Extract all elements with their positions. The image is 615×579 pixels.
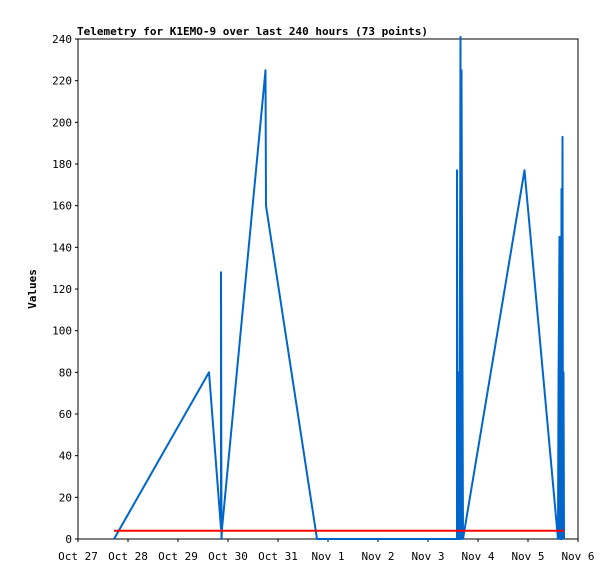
y-axis-label: Values <box>26 269 39 309</box>
y-axis: 0 20 40 60 80 100 120 140 160 180 200 220 240 <box>52 33 78 546</box>
y-tick-label: 100 <box>52 325 72 338</box>
y-tick-label: 0 <box>65 533 72 546</box>
y-tick-label: 140 <box>52 241 72 254</box>
x-tick-label: Nov 3 <box>411 550 444 563</box>
x-axis: Oct 27 Oct 28 Oct 29 Oct 30 Oct 31 Nov 1 Nov 2… <box>58 539 595 563</box>
x-tick-label: Oct 30 <box>208 550 248 563</box>
y-tick-label: 200 <box>52 116 72 129</box>
y-tick-label: 120 <box>52 283 72 296</box>
x-tick-label: Oct 27 <box>58 550 98 563</box>
y-tick-label: 20 <box>59 491 72 504</box>
x-tick-label: Nov 6 <box>561 550 594 563</box>
plot-area <box>77 38 579 540</box>
y-tick-label: 60 <box>59 408 72 421</box>
series-layer <box>113 35 565 540</box>
y-tick-label: 40 <box>59 450 72 463</box>
x-tick-label: Oct 29 <box>158 550 198 563</box>
chart-title: Telemetry for K1EMO-9 over last 240 hour… <box>77 25 428 38</box>
x-tick-label: Nov 2 <box>361 550 394 563</box>
telemetry-series-line <box>113 35 565 540</box>
y-tick-label: 180 <box>52 158 72 171</box>
x-tick-label: Nov 4 <box>461 550 494 563</box>
x-tick-label: Nov 1 <box>311 550 344 563</box>
x-tick-label: Nov 5 <box>511 550 544 563</box>
y-tick-label: 80 <box>59 366 72 379</box>
x-tick-label: Oct 31 <box>258 550 298 563</box>
x-tick-label: Oct 28 <box>108 550 148 563</box>
y-tick-label: 220 <box>52 75 72 88</box>
y-tick-label: 160 <box>52 200 72 213</box>
y-tick-label: 240 <box>52 33 72 46</box>
